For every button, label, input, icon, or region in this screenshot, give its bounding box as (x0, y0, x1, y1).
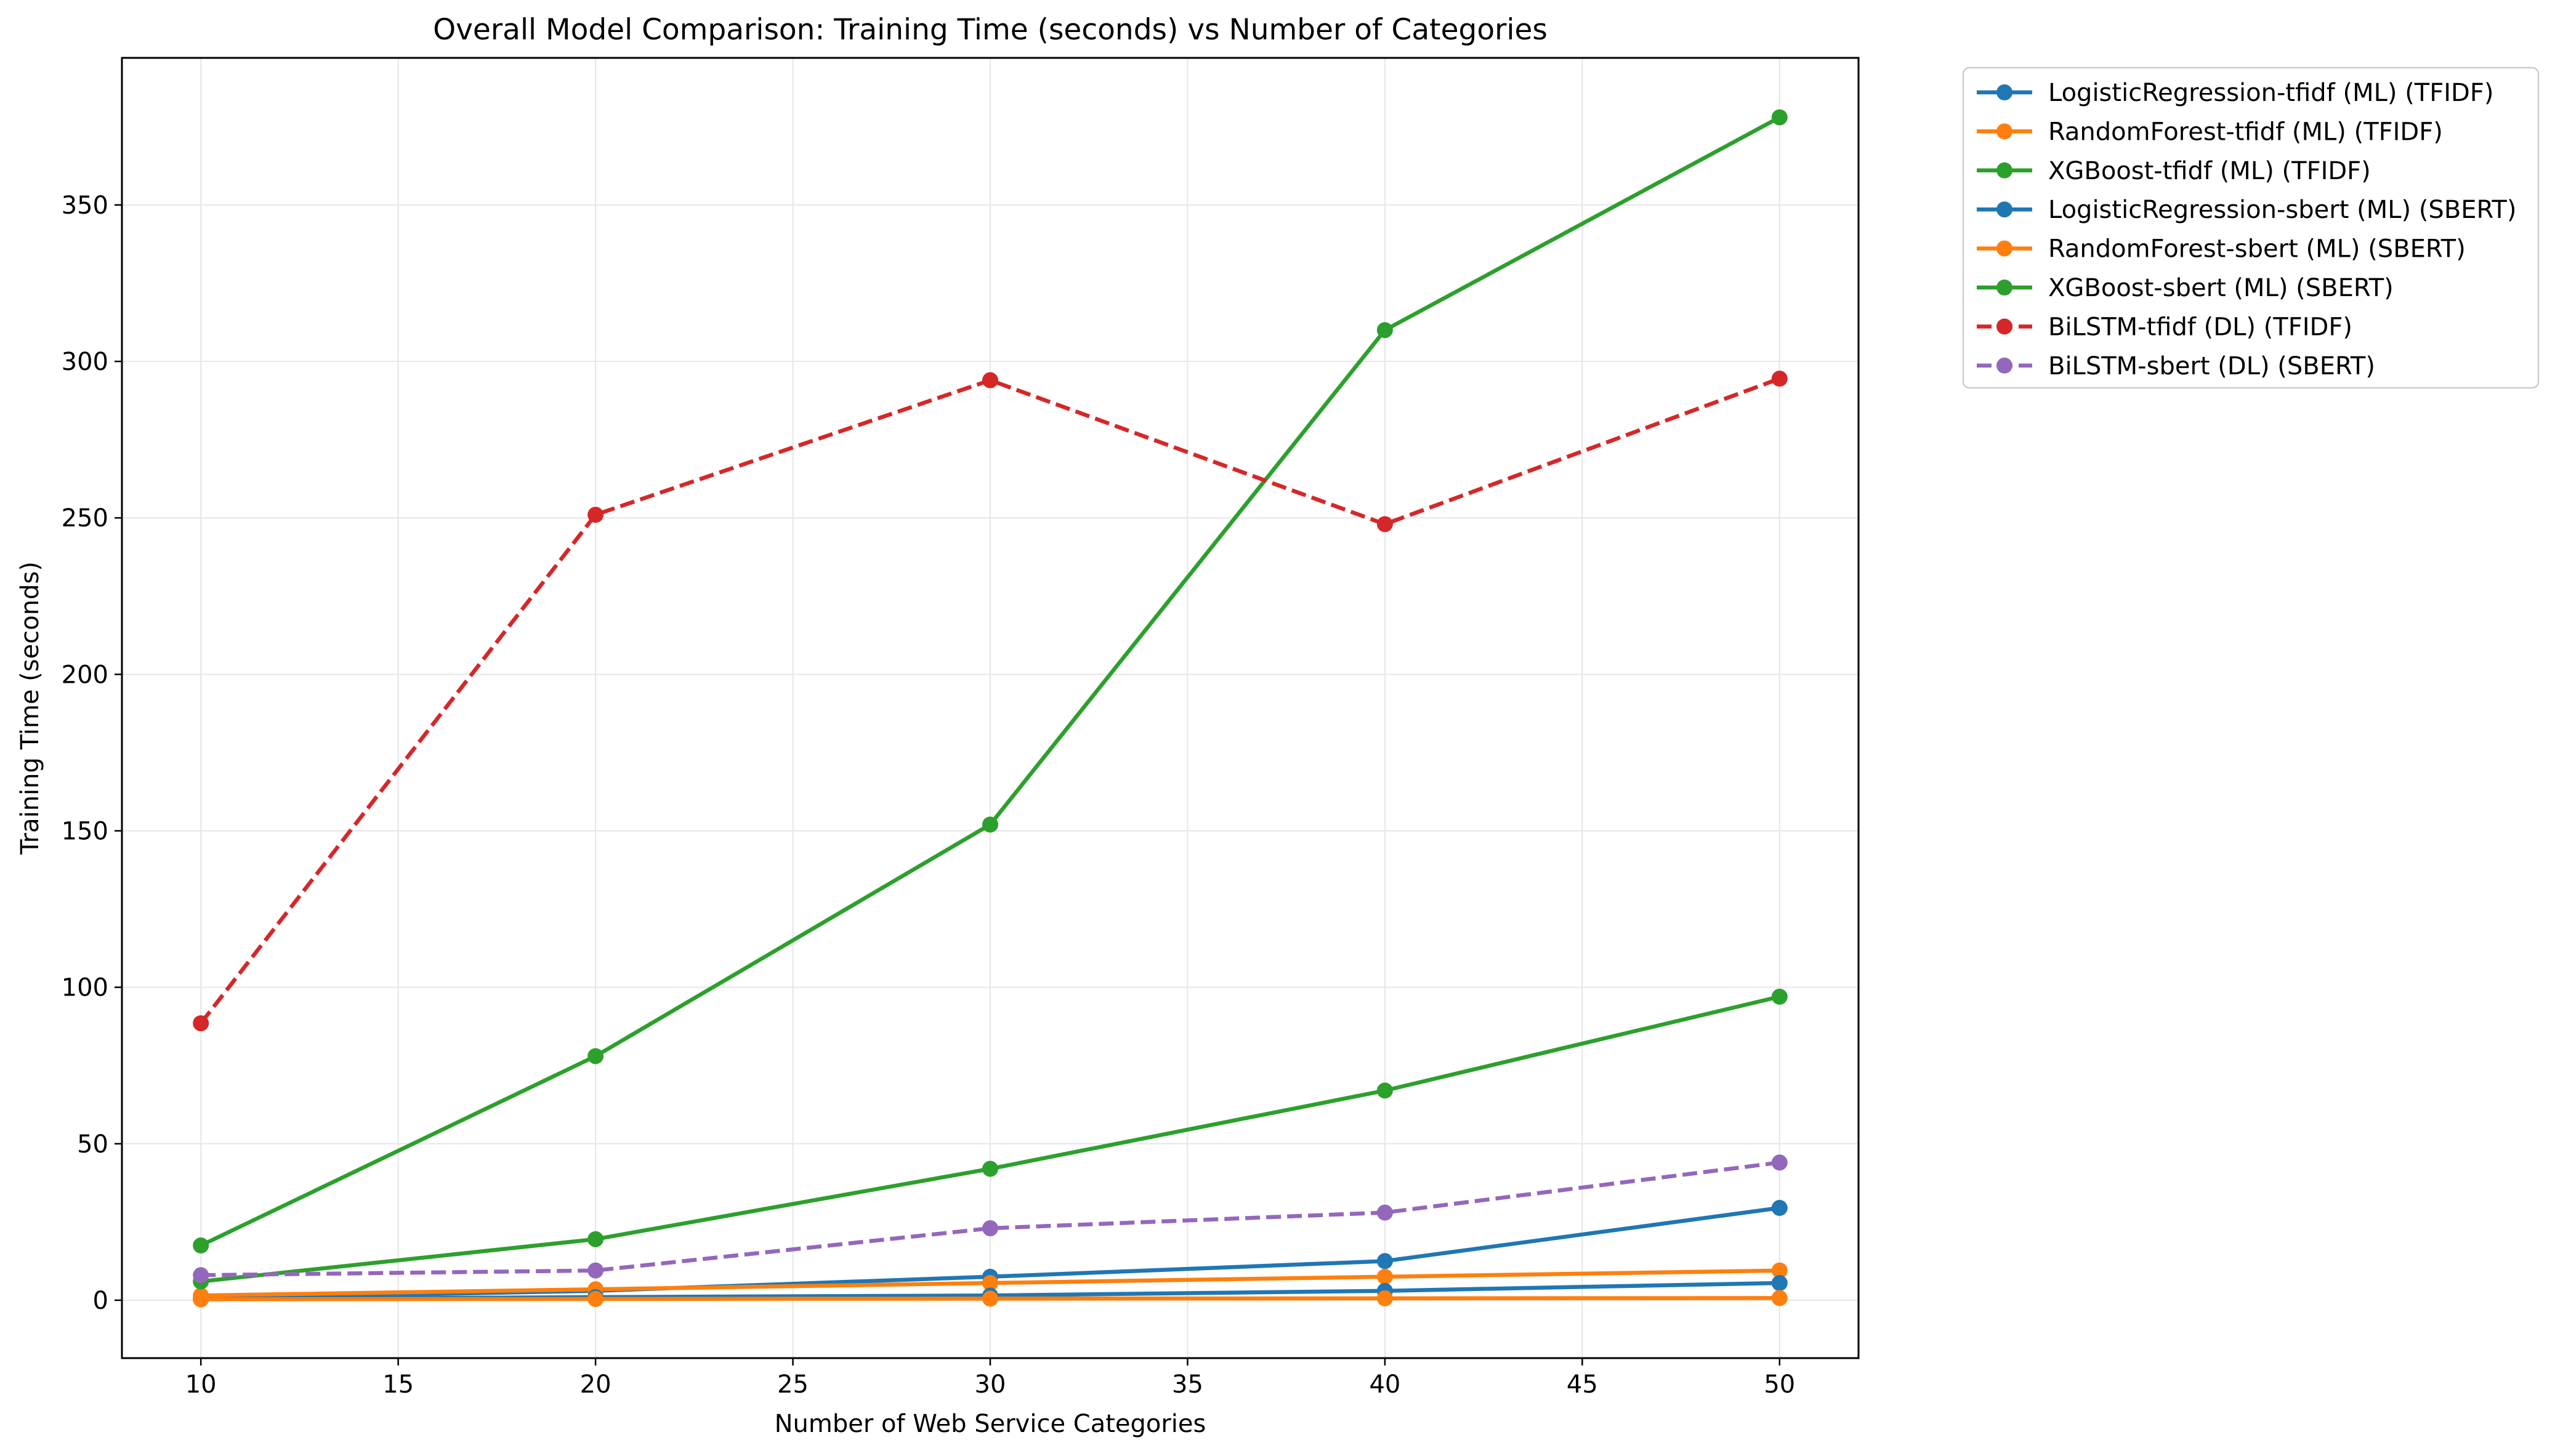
legend-item: LogisticRegression-tfidf (ML) (TFIDF) (1977, 79, 2493, 107)
data-point (982, 1220, 998, 1237)
series-layer (193, 109, 1788, 1308)
x-tick-label: 20 (580, 1370, 612, 1399)
data-point (1376, 1204, 1393, 1221)
data-point (193, 1267, 209, 1284)
data-point (1771, 1290, 1788, 1306)
data-point (1376, 322, 1393, 339)
data-point (982, 372, 998, 388)
legend-item: XGBoost-tfidf (ML) (TFIDF) (1977, 157, 2371, 185)
series (193, 1290, 1788, 1308)
legend-box (1962, 66, 2540, 389)
legend-label: BiLSTM-tfidf (DL) (TFIDF) (2048, 313, 2352, 341)
data-point (982, 1290, 998, 1307)
data-point (193, 1015, 209, 1032)
data-point (587, 1290, 604, 1307)
y-tick-label: 50 (77, 1130, 108, 1159)
data-point (982, 1160, 998, 1177)
chart-title: Overall Model Comparison: Training Time … (433, 13, 1548, 47)
data-point (1376, 1253, 1393, 1269)
legend-item: BiLSTM-sbert (DL) (SBERT) (1977, 352, 2375, 380)
legend-marker (1996, 201, 2012, 218)
data-point (1376, 1268, 1393, 1285)
legend-label: RandomForest-tfidf (ML) (TFIDF) (2048, 118, 2443, 146)
data-point (193, 1291, 209, 1308)
y-axis-label: Training Time (seconds) (16, 561, 44, 855)
series (193, 1154, 1788, 1284)
axis-ticks: 10 15 20 25 30 35 40 45 50 0 50 100 150 200 250 300 350 (62, 191, 1796, 1399)
data-point (1376, 1290, 1393, 1306)
y-tick-label: 150 (62, 818, 108, 846)
x-axis-label: Number of Web Service Categories (775, 1410, 1206, 1438)
legend-marker (1996, 240, 2012, 257)
data-point (587, 507, 604, 523)
data-point (1771, 1154, 1788, 1171)
x-tick-label: 15 (382, 1370, 414, 1399)
legend-item: XGBoost-sbert (ML) (SBERT) (1977, 274, 2394, 302)
data-point (1771, 109, 1788, 126)
legend-marker (1996, 280, 2012, 296)
x-tick-label: 30 (975, 1370, 1006, 1399)
legend-marker (1996, 318, 2012, 335)
data-point (1771, 371, 1788, 387)
legend-item: BiLSTM-tfidf (DL) (TFIDF) (1977, 313, 2352, 341)
data-point (1771, 988, 1788, 1005)
y-tick-label: 250 (62, 504, 108, 533)
data-point (587, 1262, 604, 1279)
legend-label: LogisticRegression-sbert (ML) (SBERT) (2048, 196, 2516, 224)
data-point (1771, 1200, 1788, 1217)
x-tick-label: 10 (185, 1370, 217, 1399)
x-tick-label: 50 (1764, 1370, 1795, 1399)
data-point (193, 1237, 209, 1254)
legend-label: XGBoost-tfidf (ML) (TFIDF) (2048, 157, 2371, 185)
data-point (587, 1048, 604, 1064)
legend-label: XGBoost-sbert (ML) (SBERT) (2048, 274, 2394, 302)
data-point (1376, 516, 1393, 533)
x-tick-label: 25 (777, 1370, 809, 1399)
legend-item: RandomForest-tfidf (ML) (TFIDF) (1977, 118, 2443, 146)
x-tick-label: 45 (1567, 1370, 1598, 1399)
data-point (587, 1231, 604, 1247)
data-point (982, 816, 998, 833)
legend-marker (1996, 123, 2012, 140)
series-line (201, 1160, 1780, 1277)
series (193, 109, 1788, 1254)
series (193, 371, 1788, 1032)
legend: LogisticRegression-tfidf (ML) (TFIDF) Ran… (1962, 66, 2540, 389)
data-point (1771, 1262, 1788, 1279)
data-point (1771, 1275, 1788, 1292)
x-tick-label: 40 (1369, 1370, 1400, 1399)
data-point (1376, 1082, 1393, 1099)
y-tick-label: 200 (62, 661, 108, 689)
y-tick-label: 300 (62, 348, 108, 376)
y-tick-label: 0 (93, 1287, 108, 1315)
y-tick-label: 350 (62, 191, 108, 220)
legend-item: RandomForest-sbert (ML) (SBERT) (1977, 235, 2466, 263)
y-tick-label: 100 (62, 974, 108, 1002)
x-tick-label: 35 (1172, 1370, 1203, 1399)
legend-label: LogisticRegression-tfidf (ML) (TFIDF) (2048, 79, 2493, 107)
legend-marker (1996, 84, 2012, 100)
legend-label: BiLSTM-sbert (DL) (SBERT) (2048, 352, 2375, 380)
legend-label: RandomForest-sbert (ML) (SBERT) (2048, 235, 2466, 263)
legend-marker (1996, 162, 2012, 179)
legend-item: LogisticRegression-sbert (ML) (SBERT) (1977, 196, 2516, 224)
data-point (982, 1275, 998, 1292)
legend-marker (1996, 357, 2012, 374)
